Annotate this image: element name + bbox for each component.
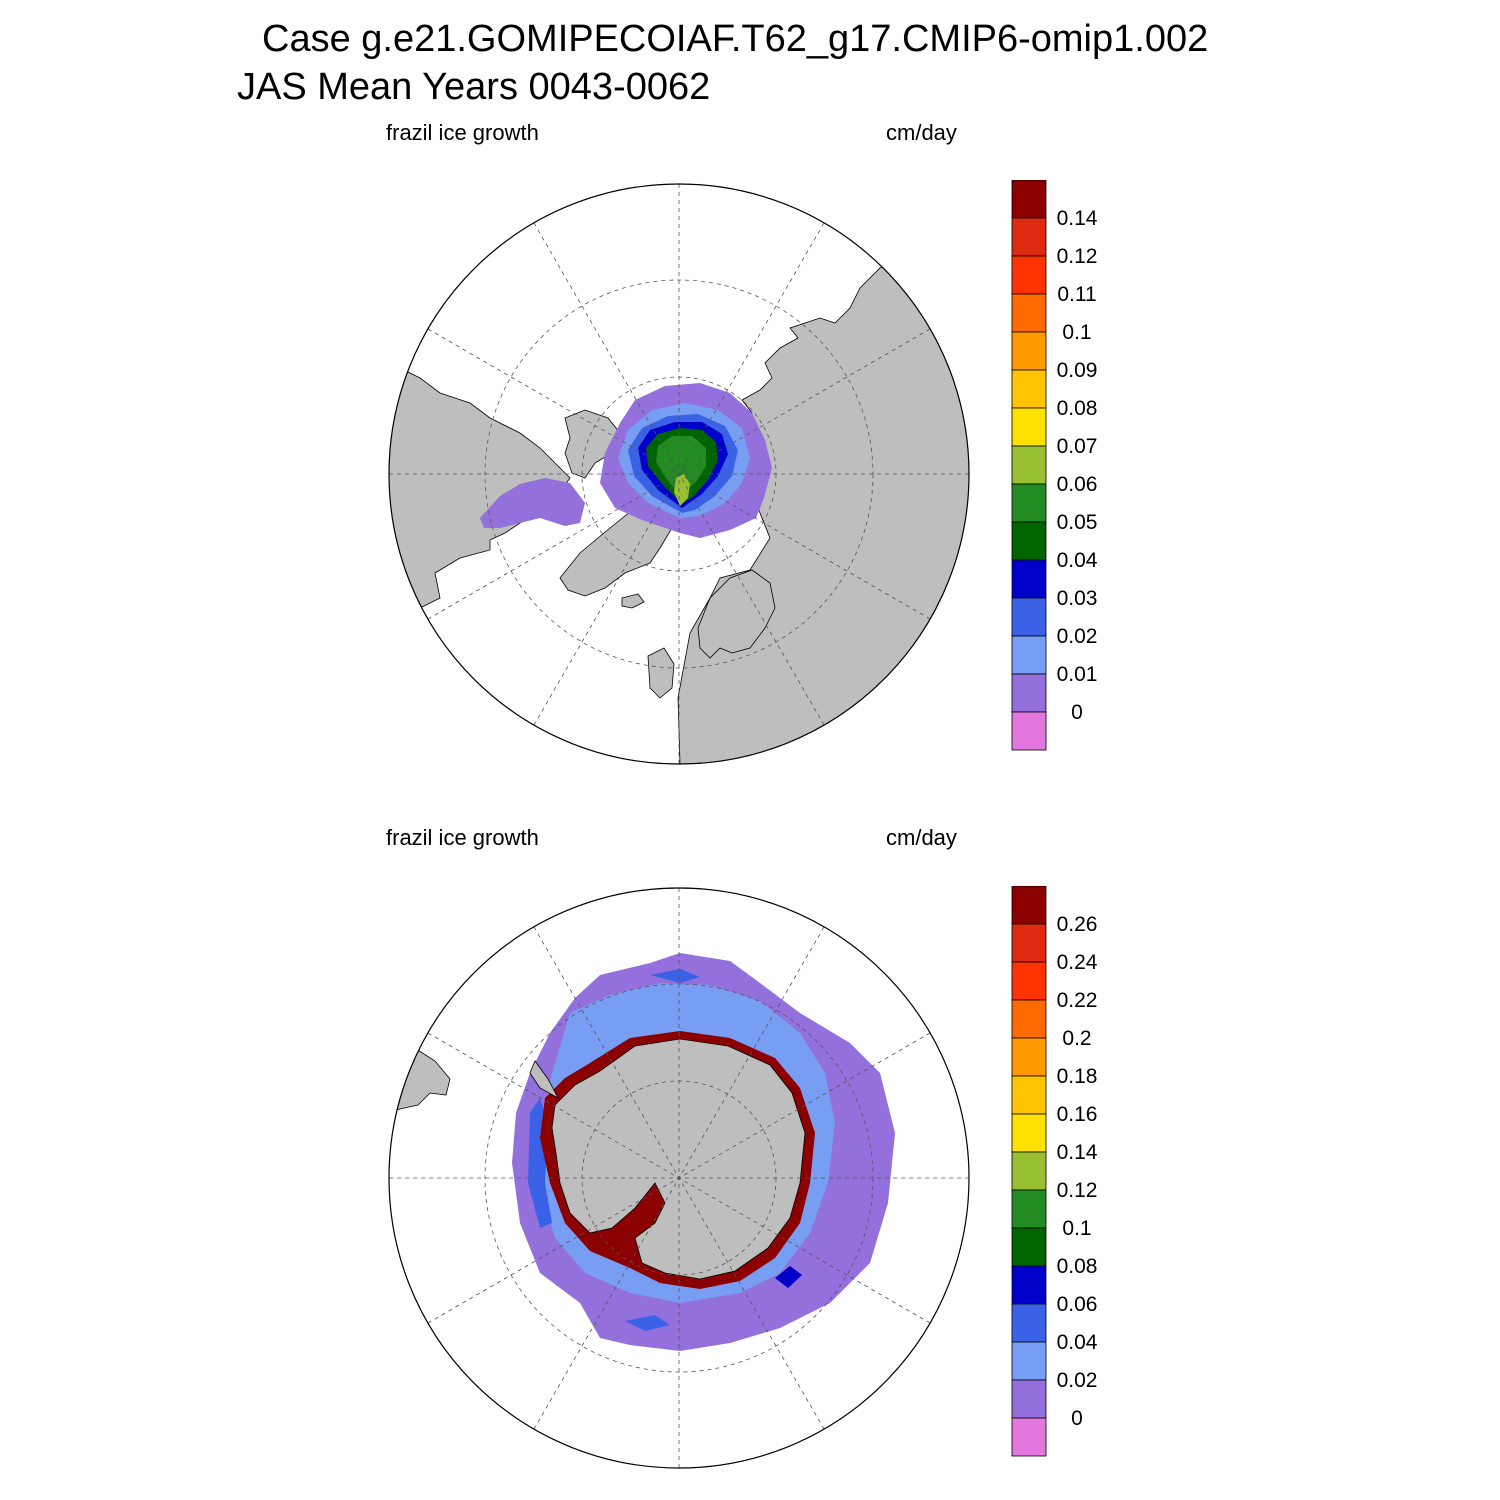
colorbar-swatch <box>1011 1075 1047 1115</box>
colorbar-tick-label: 0.14 <box>1057 1141 1098 1164</box>
frazil-field-level-4 <box>775 1266 802 1288</box>
colorbar-tick-label: 0.18 <box>1057 1065 1098 1088</box>
colorbar-tick-label: 0.08 <box>1057 1255 1098 1278</box>
colorbar-swatch <box>1011 1189 1047 1229</box>
colorbar-tick-label: 0.02 <box>1057 1369 1098 1392</box>
colorbar-swatch <box>1011 1037 1047 1077</box>
colorbar-tick-label: 0.26 <box>1057 913 1098 936</box>
colorbar-swatch <box>1011 293 1047 333</box>
colorbar-swatch <box>1011 331 1047 371</box>
frazil-field-level-6 <box>656 436 706 496</box>
graticule <box>389 184 969 764</box>
colorbar-swatch <box>1011 521 1047 561</box>
colorbar-swatch <box>1011 711 1047 751</box>
frazil-field-level-7 <box>674 474 690 506</box>
panel-units-label: cm/day <box>886 825 957 850</box>
colorbar-tick-label: 0.06 <box>1057 1293 1098 1316</box>
colorbar-swatch <box>1011 1151 1047 1191</box>
colorbar-swatch <box>1011 255 1047 295</box>
south-polar-map <box>388 887 970 1469</box>
colorbar-swatch <box>1011 886 1047 925</box>
colorbar-tick-label: 0.06 <box>1057 473 1098 496</box>
colorbar-swatch <box>1011 1303 1047 1343</box>
colorbar-tick-label: 0.05 <box>1057 511 1098 534</box>
colorbar-tick-label: 0.08 <box>1057 397 1098 420</box>
page-subtitle: JAS Mean Years 0043-0062 <box>237 66 711 108</box>
north-polar-map <box>388 183 970 765</box>
colorbar-swatch <box>1011 1341 1047 1381</box>
colorbar-tick-label: 0 <box>1071 1407 1083 1430</box>
colorbar-tick-label: 0.04 <box>1057 549 1098 572</box>
colorbar-swatch <box>1011 1113 1047 1153</box>
colorbar-swatch <box>1011 1227 1047 1267</box>
colorbar-swatch <box>1011 407 1047 447</box>
colorbar-tick-label: 0.1 <box>1062 321 1091 344</box>
panel-variable-label: frazil ice growth <box>386 120 539 145</box>
colorbar-swatch <box>1011 923 1047 963</box>
colorbar-tick-label: 0.01 <box>1057 663 1098 686</box>
map-boundary <box>388 887 970 1469</box>
colorbar-swatch <box>1011 673 1047 713</box>
colorbar-swatch <box>1011 369 1047 409</box>
colorbar-swatch <box>1011 1417 1047 1457</box>
colorbar-swatch <box>1011 217 1047 257</box>
panel-units-label: cm/day <box>886 120 957 145</box>
colorbar-tick-label: 0.02 <box>1057 625 1098 648</box>
panel-variable-label: frazil ice growth <box>386 825 539 850</box>
colorbar-tick-label: 0.11 <box>1057 283 1096 306</box>
land-british-isles <box>647 647 675 699</box>
colorbar-swatch <box>1011 597 1047 637</box>
land-antarctic-peninsula <box>529 1060 559 1100</box>
land-arctic-archipelago <box>564 409 621 479</box>
colorbar-swatch <box>1011 961 1047 1001</box>
colorbar-swatch <box>1011 1265 1047 1305</box>
colorbar-tick-label: 0.24 <box>1057 951 1098 974</box>
colorbar-tick-label: 0 <box>1071 701 1083 724</box>
colorbar-tick-label: 0.16 <box>1057 1103 1098 1126</box>
land-iceland <box>621 593 645 609</box>
colorbar-tick-label: 0.12 <box>1057 245 1098 268</box>
colorbar-swatch <box>1011 559 1047 599</box>
colorbar-north: 0.14 0.12 0.11 0.1 0.09 0.08 0.07 0.06 0.05 0.04 0… <box>1011 180 1098 751</box>
graticule <box>389 888 969 1468</box>
colorbar-tick-label: 0.03 <box>1057 587 1098 610</box>
colorbar-tick-label: 0.07 <box>1057 435 1098 458</box>
colorbar-tick-label: 0.14 <box>1057 207 1098 230</box>
map-boundary <box>388 183 970 765</box>
colorbar-tick-label: 0.1 <box>1062 1217 1091 1240</box>
land-scandinavia <box>697 569 776 659</box>
land-antarctica <box>551 1038 806 1280</box>
colorbar-swatch <box>1011 999 1047 1039</box>
colorbar-tick-label: 0.12 <box>1057 1179 1098 1202</box>
colorbar-tick-label: 0.22 <box>1057 989 1098 1012</box>
colorbar-tick-label: 0.04 <box>1057 1331 1098 1354</box>
colorbar-swatch <box>1011 445 1047 485</box>
colorbar-tick-label: 0.09 <box>1057 359 1098 382</box>
colorbar-swatch <box>1011 635 1047 675</box>
colorbar-swatch <box>1011 1379 1047 1419</box>
colorbar-swatch <box>1011 180 1047 219</box>
colorbar-tick-label: 0.2 <box>1062 1027 1091 1050</box>
page-title: Case g.e21.GOMIPECOIAF.T62_g17.CMIP6-omi… <box>262 18 1209 60</box>
colorbar-swatch <box>1011 483 1047 523</box>
colorbar-south: 0.26 0.24 0.22 0.2 0.18 0.16 0.14 0.12 0.1 0.08 0.… <box>1011 886 1098 1457</box>
frazil-field-atlantic-tongue <box>480 478 585 528</box>
